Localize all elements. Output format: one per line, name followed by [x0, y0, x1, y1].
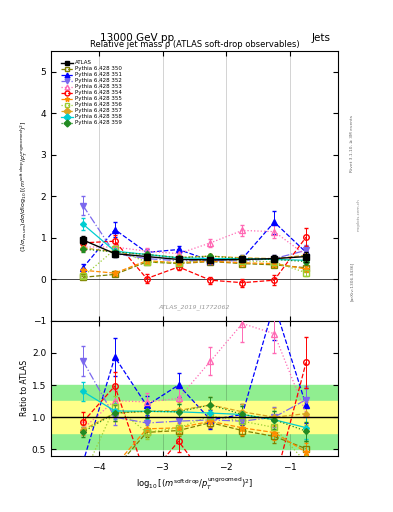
Text: 13000 GeV pp: 13000 GeV pp	[101, 33, 174, 44]
Y-axis label: $(1/\sigma_{\rm resum})\,d\sigma/d\log_{10}[(m^{\rm soft\,drop}/p_T^{\rm ungroom: $(1/\sigma_{\rm resum})\,d\sigma/d\log_{…	[19, 120, 30, 252]
Text: Jets: Jets	[311, 33, 330, 44]
Bar	[51, 401, 338, 433]
Text: [arXiv:1306.3436]: [arXiv:1306.3436]	[350, 262, 354, 301]
X-axis label: $\log_{10}[(m^{\rm soft\,drop}/p_T^{\rm ungroomed})^2]$: $\log_{10}[(m^{\rm soft\,drop}/p_T^{\rm …	[136, 476, 253, 492]
Title: Relative jet mass ρ (ATLAS soft-drop observables): Relative jet mass ρ (ATLAS soft-drop obs…	[90, 40, 299, 49]
Text: Rivet 3.1.10, ≥ 3M events: Rivet 3.1.10, ≥ 3M events	[350, 115, 354, 172]
Y-axis label: Ratio to ATLAS: Ratio to ATLAS	[20, 360, 29, 416]
Bar	[51, 385, 338, 449]
Legend: ATLAS, Pythia 6.428 350, Pythia 6.428 351, Pythia 6.428 352, Pythia 6.428 353, P: ATLAS, Pythia 6.428 350, Pythia 6.428 35…	[60, 59, 123, 126]
Text: mcplots.cern.ch: mcplots.cern.ch	[356, 199, 360, 231]
Text: ATLAS_2019_I1772062: ATLAS_2019_I1772062	[159, 304, 230, 310]
